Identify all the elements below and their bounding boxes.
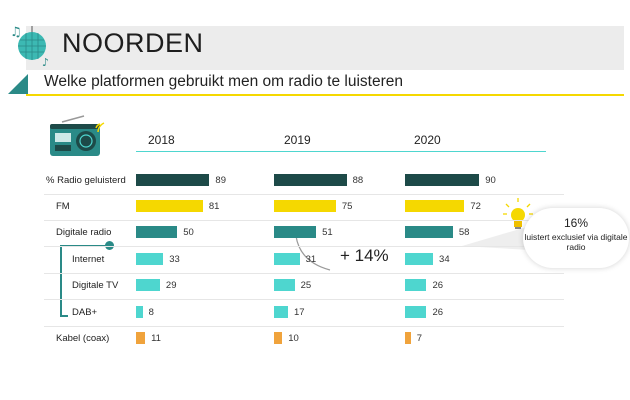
category-label: % Radio geluisterd [46, 175, 126, 186]
data-label: 58 [458, 227, 470, 238]
data-label: 25 [300, 280, 312, 291]
callout-pointer [462, 226, 530, 250]
callout-value: 16% [563, 216, 589, 230]
data-label: 8 [148, 307, 154, 318]
bar [274, 253, 300, 265]
category-label: DAB+ [72, 307, 98, 318]
year-label-2020: 2020 [414, 133, 441, 147]
data-label: 33 [169, 254, 180, 265]
category-label: Kabel (coax) [56, 333, 110, 344]
data-label: 81 [208, 201, 220, 212]
bar [136, 306, 143, 318]
digital-bracket [60, 245, 62, 317]
bar [274, 226, 317, 238]
bar [405, 279, 427, 291]
bar [405, 253, 434, 265]
music-note-icon: ♫ ♪ [10, 25, 49, 69]
data-label: 11 [151, 333, 161, 344]
data-label: 7 [416, 333, 423, 344]
row-separator [44, 273, 564, 274]
bar [405, 306, 427, 318]
row-separator [44, 299, 564, 300]
row-separator [44, 326, 564, 327]
category-label: Digitale radio [56, 227, 112, 238]
data-label: 34 [439, 254, 450, 265]
page-title: NOORDEN [62, 28, 204, 58]
bar [136, 174, 210, 186]
svg-text:♫: ♫ [10, 25, 22, 40]
data-label: 89 [215, 175, 226, 186]
row-separator [44, 220, 564, 221]
data-label: 88 [352, 175, 364, 186]
bar [405, 200, 465, 212]
bar [274, 332, 283, 344]
data-label: 72 [470, 201, 481, 212]
disco-ball-icon [18, 26, 46, 60]
category-label: Internet [72, 254, 105, 265]
growth-curve [295, 235, 331, 271]
bar [136, 200, 203, 212]
year-header-line [136, 151, 546, 152]
category-label: Digitale TV [72, 280, 119, 291]
category-label: FM [56, 201, 70, 212]
bar [274, 279, 295, 291]
bar [136, 226, 178, 238]
year-label-2019: 2019 [284, 133, 311, 147]
data-label: 29 [165, 280, 177, 291]
bar [274, 200, 336, 212]
bar [405, 332, 411, 344]
digital-bracket-dot [105, 241, 114, 250]
row-separator [44, 246, 564, 247]
radio-icon [50, 115, 105, 156]
subtitle-underline [26, 94, 624, 96]
svg-text:♪: ♪ [42, 56, 49, 69]
digital-bracket-bottom [60, 315, 68, 317]
callout-text: luistert exclusief via digitale radio [524, 232, 628, 252]
bar [274, 174, 347, 186]
bar [136, 279, 160, 291]
growth-annotation: + 14% [340, 246, 389, 265]
data-label: 26 [432, 307, 444, 318]
data-label: 10 [288, 333, 299, 344]
data-label: 51 [322, 227, 333, 238]
data-label: 26 [432, 280, 444, 291]
page-subtitle: Welke platformen gebruikt men om radio t… [44, 73, 403, 90]
bar [136, 332, 146, 344]
header-band [26, 26, 624, 70]
bar [136, 253, 164, 265]
lightbulb-icon [503, 198, 533, 229]
bar [274, 306, 289, 318]
year-label-2018: 2018 [148, 133, 175, 147]
callout-bubble [523, 208, 629, 268]
data-label: 90 [485, 175, 496, 186]
data-label: 17 [294, 307, 305, 318]
data-label: 50 [183, 227, 194, 238]
data-label: 75 [341, 201, 353, 212]
data-label: 31 [305, 254, 317, 265]
bar [405, 174, 480, 186]
bar [405, 226, 453, 238]
row-separator [44, 194, 564, 195]
